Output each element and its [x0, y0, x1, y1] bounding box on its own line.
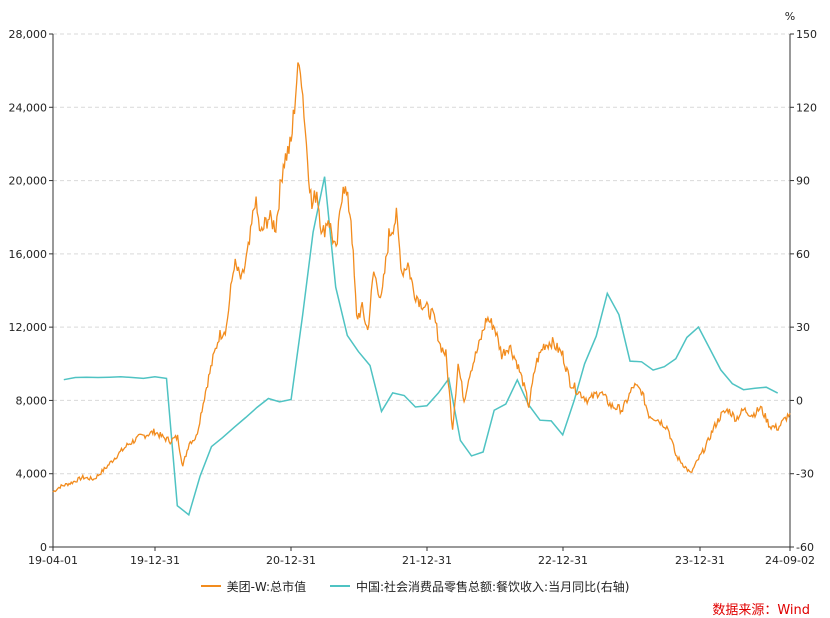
series-line-catering-yoy: [63, 176, 779, 517]
left-axis-tick-label: 4,000: [16, 468, 48, 481]
x-axis-tick-label: 21-12-31: [402, 554, 452, 567]
left-axis-tick-label: 16,000: [9, 248, 48, 261]
right-axis-tick-label: 90: [796, 175, 810, 188]
x-axis-tick-label: 20-12-31: [266, 554, 316, 567]
series-line-market-cap: [52, 62, 791, 493]
right-axis-tick-label: 120: [796, 101, 817, 114]
right-axis-tick-label: 150: [796, 28, 817, 41]
left-axis-tick-label: 24,000: [9, 101, 48, 114]
x-axis-tick-label: 19-04-01: [28, 554, 78, 567]
legend-swatch-teal: [329, 585, 350, 587]
right-axis-tick-label: -60: [796, 541, 814, 554]
x-axis-tick-label: 22-12-31: [538, 554, 588, 567]
left-axis-tick-label: 0: [40, 541, 47, 554]
legend-item-catering-yoy: 中国:社会消费品零售总额:餐饮收入:当月同比(右轴): [329, 578, 630, 595]
right-axis-tick-label: 60: [796, 248, 810, 261]
legend-label-market-cap: 美团-W:总市值: [226, 579, 307, 594]
legend-item-market-cap: 美团-W:总市值: [200, 578, 307, 595]
right-axis-tick-label: 30: [796, 321, 810, 334]
x-axis-tick-label: 23-12-31: [675, 554, 725, 567]
legend-swatch-orange: [200, 585, 221, 587]
left-axis-tick-label: 20,000: [9, 175, 48, 188]
source-note: 数据来源：Wind: [712, 603, 810, 618]
legend-label-catering-yoy: 中国:社会消费品零售总额:餐饮收入:当月同比(右轴): [355, 579, 630, 594]
right-axis-tick-label: -30: [796, 468, 814, 481]
left-axis-tick-label: 12,000: [9, 321, 48, 334]
left-axis-tick-label: 28,000: [9, 28, 48, 41]
right-axis-unit: %: [785, 10, 795, 23]
x-axis-tick-label: 24-09-02: [765, 554, 815, 567]
left-axis-tick-label: 8,000: [16, 394, 48, 407]
right-axis-tick-label: 0: [796, 394, 803, 407]
x-axis-tick-label: 19-12-31: [130, 554, 180, 567]
chart-legend: 美团-W:总市值 中国:社会消费品零售总额:餐饮收入:当月同比(右轴): [0, 576, 830, 595]
